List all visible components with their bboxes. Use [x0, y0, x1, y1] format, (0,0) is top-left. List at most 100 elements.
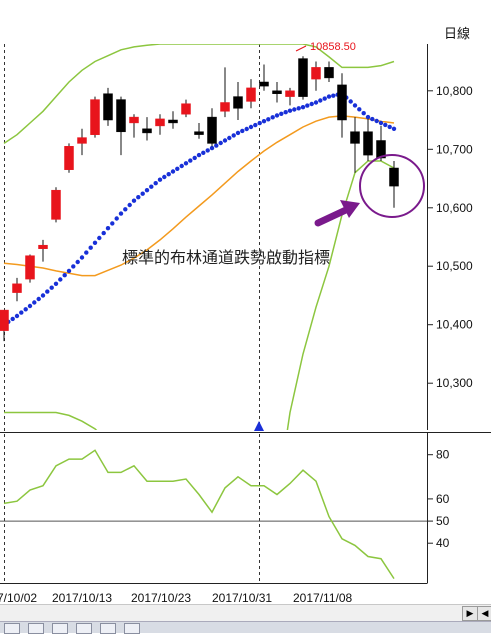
annotation-text: 標準的布林通道跌勢啟動指標 — [122, 249, 330, 267]
sar-dot — [110, 221, 115, 226]
sar-dot — [279, 111, 284, 117]
candle-body — [12, 283, 22, 293]
sar-dot — [266, 117, 271, 122]
sar-dot — [58, 277, 63, 282]
candle-body — [389, 167, 399, 187]
price-tick-label: 10,500 — [436, 259, 473, 273]
oscillator-series — [3, 449, 395, 580]
osc-tick-label: 80 — [436, 448, 450, 462]
candle-body — [90, 99, 100, 135]
sar-dot — [357, 107, 362, 112]
sar-dot — [118, 211, 124, 216]
candle-body — [285, 90, 295, 97]
sar-dot — [19, 310, 24, 315]
sar-dot — [352, 103, 358, 108]
candle-body — [194, 131, 204, 135]
sar-dot — [365, 114, 371, 120]
sar-dot — [88, 245, 93, 250]
sar-dot — [218, 140, 223, 146]
bottom-toolbar — [0, 621, 491, 634]
sar-dot — [166, 172, 171, 177]
sar-dot — [149, 184, 154, 189]
sar-dot — [36, 296, 41, 302]
sar-dot — [196, 152, 202, 158]
sar-dot — [240, 128, 245, 134]
sar-dot — [287, 108, 293, 113]
sar-dot — [127, 202, 132, 208]
sar-dot — [261, 119, 267, 124]
sar-dot — [305, 103, 310, 108]
sar-dot — [23, 307, 28, 312]
sar-dot — [361, 111, 366, 116]
candle-body — [233, 96, 243, 109]
candle-body — [311, 67, 321, 80]
sar-dot — [378, 120, 384, 126]
sar-dot — [27, 303, 33, 309]
price-callout-leader — [295, 45, 307, 52]
sar-dot — [92, 240, 98, 245]
sar-dot — [235, 130, 241, 136]
osc-axis: 80 60 50 40 — [428, 448, 450, 550]
sar-dot — [248, 124, 254, 130]
bollinger-bands — [3, 44, 395, 430]
sar-dot — [201, 150, 206, 155]
candle-body — [272, 90, 282, 94]
toolbar-button-5[interactable] — [100, 623, 116, 634]
arrow-right-icon[interactable]: ▶ — [462, 606, 478, 621]
toolbar-button-3[interactable] — [52, 623, 68, 634]
date-axis: 7/10/02 2017/10/13 2017/10/23 2017/10/31… — [0, 591, 352, 605]
candle-body — [0, 309, 9, 331]
sar-dot — [222, 138, 228, 143]
sar-dot — [162, 174, 167, 180]
sar-dot — [318, 98, 323, 103]
sar-dot — [270, 115, 275, 120]
osc-tick-label: 50 — [436, 514, 450, 528]
sar-dot — [292, 107, 297, 112]
sar-dot — [387, 124, 392, 130]
candle-body — [129, 116, 139, 124]
candle-body — [337, 84, 347, 121]
date-label-2: 2017/10/23 — [131, 591, 191, 605]
toolbar-button-1[interactable] — [4, 623, 20, 634]
sar-dot — [40, 293, 46, 298]
sar-dot — [348, 99, 353, 104]
candle-body — [103, 93, 113, 121]
sar-dot — [253, 122, 258, 128]
sar-dot — [101, 230, 106, 236]
sar-dot — [153, 181, 158, 186]
price-callout: 10858.50 — [310, 41, 356, 53]
price-tick-label: 10,700 — [436, 142, 473, 156]
sar-dot — [131, 198, 137, 203]
sar-dot — [179, 163, 184, 169]
price-tick-label: 10,800 — [436, 84, 473, 98]
candle-body — [181, 103, 191, 115]
marker-triangle-icon — [254, 421, 264, 431]
sar-dot — [79, 255, 85, 260]
candle-body — [155, 118, 165, 127]
candle-body — [259, 81, 269, 87]
sar-dot — [209, 145, 215, 151]
oscillator-line — [3, 449, 395, 580]
sar-dot — [71, 264, 76, 269]
sar-dot — [175, 166, 180, 171]
sar-dot — [192, 155, 197, 161]
price-tick-label: 10,300 — [436, 376, 473, 390]
toolbar-button-6[interactable] — [124, 623, 140, 634]
sar-dot — [244, 126, 249, 132]
candle-body — [246, 87, 256, 102]
candle-body — [38, 244, 48, 249]
price-tick-label: 10,600 — [436, 201, 473, 215]
sar-dot — [140, 191, 145, 196]
bollinger-upper-line — [3, 44, 395, 145]
sar-dot — [14, 313, 20, 319]
toolbar-button-4[interactable] — [76, 623, 92, 634]
candle-body — [363, 131, 373, 156]
toolbar-button-2[interactable] — [28, 623, 44, 634]
horizontal-scrollbar[interactable]: ▶ ◀ — [0, 604, 491, 621]
arrow-left-icon[interactable]: ◀ — [477, 606, 491, 621]
sar-dot — [227, 135, 232, 141]
sar-dot — [49, 285, 54, 290]
sar-dot — [114, 216, 119, 221]
candle-body — [168, 119, 178, 124]
candle-body — [64, 146, 74, 170]
